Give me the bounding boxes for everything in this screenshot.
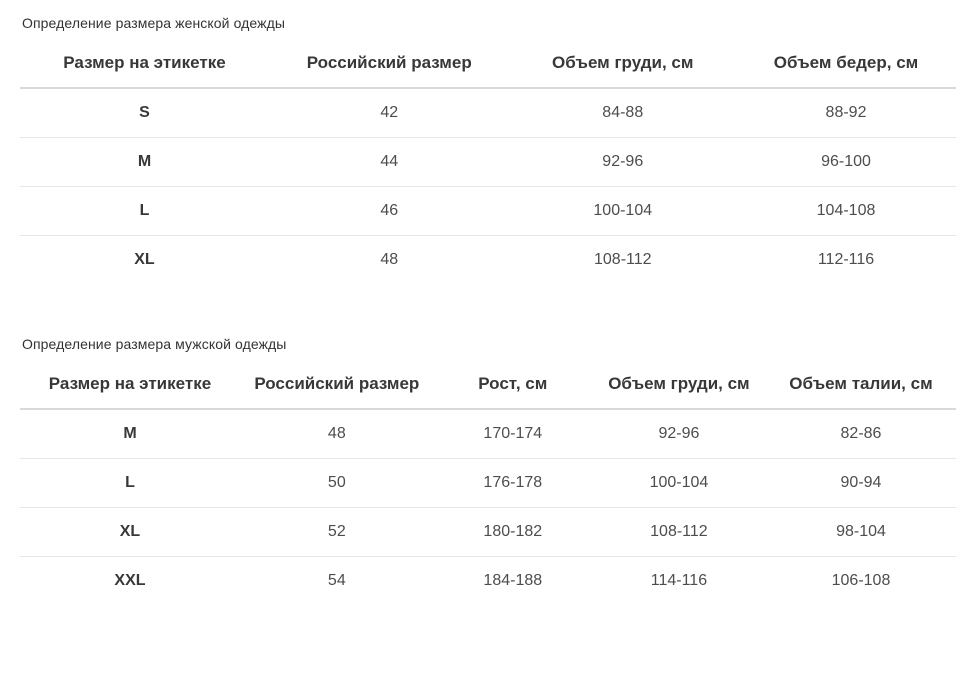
russian-size-cell: 52 bbox=[239, 507, 434, 557]
women-section-title: Определение размера женской одежды bbox=[22, 15, 286, 31]
waist-cell: 82-86 bbox=[765, 409, 956, 459]
women-header-hips: Объем бедер, см bbox=[736, 40, 956, 89]
russian-size-cell: 46 bbox=[268, 186, 510, 236]
table-row: L 46 100-104 104-108 bbox=[20, 186, 956, 236]
size-label-cell: L bbox=[20, 186, 269, 236]
chest-cell: 84-88 bbox=[509, 88, 737, 138]
height-cell: 184-188 bbox=[483, 572, 543, 589]
russian-size-cell: 44 bbox=[268, 137, 510, 187]
hips-cell: 96-100 bbox=[736, 137, 956, 187]
table-row: XL 52 180-182 108-112 98-104 bbox=[20, 507, 956, 557]
size-label-cell: L bbox=[20, 458, 240, 508]
chest-cell: 114-116 bbox=[650, 572, 708, 589]
men-section-title: Определение размера мужской одежды bbox=[22, 336, 287, 352]
russian-size-cell: 48 bbox=[380, 251, 399, 268]
height-cell: 180-182 bbox=[433, 507, 592, 557]
men-header-label-size: Размер на этикетке bbox=[20, 361, 240, 410]
women-table-header-row: Размер на этикетке Российский размер Объ… bbox=[20, 40, 956, 89]
table-row: S 42 84-88 88-92 bbox=[20, 88, 956, 138]
women-header-label-size: Размер на этикетке bbox=[20, 40, 269, 89]
chest-cell: 100-104 bbox=[509, 186, 737, 236]
men-header-chest: Объем груди, см bbox=[591, 361, 766, 410]
russian-size-cell: 48 bbox=[239, 409, 434, 459]
russian-size-cell: 54 bbox=[327, 572, 346, 589]
women-size-table: Размер на этикетке Российский размер Объ… bbox=[20, 40, 956, 284]
table-row: M 48 170-174 92-96 82-86 bbox=[20, 409, 956, 459]
men-size-section: Определение размера мужской одежды Разме… bbox=[20, 336, 956, 605]
table-row: XXL 54 184-188 114-116 106-108 bbox=[20, 557, 956, 606]
hips-cell: 88-92 bbox=[736, 88, 956, 138]
men-header-waist: Объем талии, см bbox=[765, 361, 956, 410]
size-label-cell: M bbox=[20, 409, 240, 459]
russian-size-cell: 42 bbox=[268, 88, 510, 138]
hips-cell: 104-108 bbox=[736, 186, 956, 236]
size-label-cell: XL bbox=[20, 507, 240, 557]
waist-cell: 106-108 bbox=[831, 572, 891, 589]
women-size-section: Определение размера женской одежды Разме… bbox=[20, 15, 956, 284]
table-row: M 44 92-96 96-100 bbox=[20, 137, 956, 187]
women-header-russian-size: Российский размер bbox=[268, 40, 510, 89]
men-header-height: Рост, см bbox=[433, 361, 592, 410]
women-header-chest: Объем груди, см bbox=[509, 40, 737, 89]
chest-cell: 92-96 bbox=[591, 409, 766, 459]
chest-cell: 108-112 bbox=[591, 507, 766, 557]
table-row: L 50 176-178 100-104 90-94 bbox=[20, 458, 956, 508]
size-label-cell: M bbox=[20, 137, 269, 187]
size-label-cell: XXL bbox=[114, 572, 146, 589]
table-row: XL 48 108-112 112-116 bbox=[20, 236, 956, 285]
chest-cell: 108-112 bbox=[594, 251, 652, 268]
men-table-header-row: Размер на этикетке Российский размер Рос… bbox=[20, 361, 956, 410]
men-header-russian-size: Российский размер bbox=[239, 361, 434, 410]
height-cell: 170-174 bbox=[433, 409, 592, 459]
russian-size-cell: 50 bbox=[239, 458, 434, 508]
chest-cell: 100-104 bbox=[591, 458, 766, 508]
waist-cell: 90-94 bbox=[765, 458, 956, 508]
hips-cell: 112-116 bbox=[817, 251, 875, 268]
size-label-cell: XL bbox=[134, 251, 155, 268]
chest-cell: 92-96 bbox=[509, 137, 737, 187]
height-cell: 176-178 bbox=[433, 458, 592, 508]
men-size-table: Размер на этикетке Российский размер Рос… bbox=[20, 361, 956, 605]
size-label-cell: S bbox=[20, 88, 269, 138]
waist-cell: 98-104 bbox=[765, 507, 956, 557]
size-guide-page: Определение размера женской одежды Разме… bbox=[20, 15, 956, 605]
